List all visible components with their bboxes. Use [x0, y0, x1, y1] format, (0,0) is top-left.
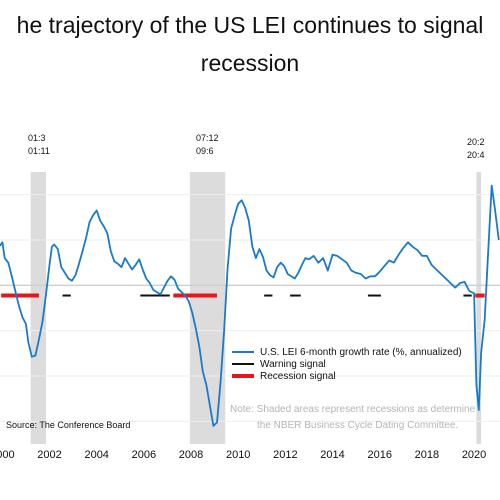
recession-note: Note: Shaded areas represent recessions … [230, 402, 500, 434]
x-tick-label: 2014 [320, 449, 344, 461]
series-line-0 [0, 184, 500, 427]
x-tick-label: 2000 [0, 449, 15, 461]
x-tick-label: 2018 [415, 449, 439, 461]
recession-start-label: 01:3 [28, 133, 46, 143]
legend-item-lei: U.S. LEI 6-month growth rate (%, annuali… [232, 346, 462, 358]
recession-band-1 [189, 172, 226, 444]
chart-title-line-1: he trajectory of the US LEI continues to… [16, 12, 484, 38]
x-tick-label: 2016 [367, 449, 391, 461]
legend-swatch-lei [232, 351, 254, 353]
recession-start-label: 20:2 [467, 137, 485, 147]
chart-title-line-2: recession [200, 50, 300, 76]
legend-swatch-recession [232, 374, 254, 378]
x-tick-label: 2012 [273, 449, 297, 461]
chart-legend: U.S. LEI 6-month growth rate (%, annuali… [232, 346, 462, 382]
recession-label-2001: 01:3 01:11 [28, 132, 50, 158]
recession-start-label: 07:12 [196, 133, 219, 143]
legend-label-recession: Recession signal [260, 370, 336, 382]
x-tick-label: 2004 [84, 449, 108, 461]
legend-label-lei: U.S. LEI 6-month growth rate (%, annuali… [260, 346, 462, 358]
note-line-2: the NBER Business Cycle Dating Committee… [257, 420, 459, 431]
x-tick-label: 2010 [226, 449, 250, 461]
x-tick-label: 2002 [37, 449, 61, 461]
recession-band-2 [476, 172, 482, 444]
recession-end-label: 01:11 [28, 146, 50, 156]
source-note: Source: The Conference Board [6, 420, 131, 430]
note-line-1: Note: Shaded areas represent recessions … [230, 404, 476, 415]
legend-label-warning: Warning signal [260, 358, 326, 370]
legend-swatch-warning [232, 363, 254, 365]
x-tick-label: 2008 [179, 449, 203, 461]
recession-end-label: 09:6 [196, 146, 214, 156]
recession-end-label: 20:4 [467, 150, 485, 160]
x-tick-label: 2020 [462, 449, 486, 461]
legend-item-warning: Warning signal [232, 358, 462, 370]
recession-label-2008: 07:12 09:6 [196, 132, 219, 158]
recession-label-2020: 20:2 20:4 [467, 136, 485, 162]
legend-item-recession: Recession signal [232, 370, 462, 382]
x-tick-label: 2006 [132, 449, 156, 461]
